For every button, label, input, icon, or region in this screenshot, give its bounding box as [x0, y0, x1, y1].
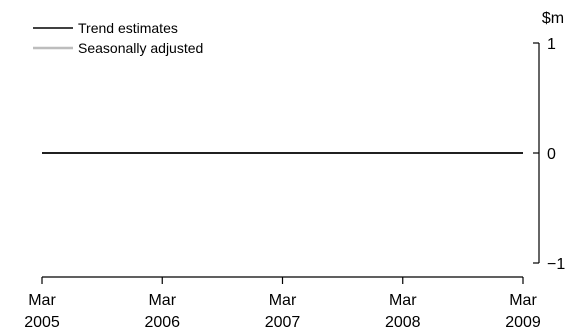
x-tick-label: Mar 2005: [24, 292, 60, 331]
y-tick-label: 1: [547, 36, 556, 53]
x-tick-label: Mar 2008: [385, 292, 421, 331]
x-tick-label: Mar 2009: [505, 292, 541, 331]
y-tick-label: −1: [547, 256, 565, 273]
legend: Trend estimates Seasonally adjusted: [33, 20, 203, 56]
x-tick-label: Mar 2006: [144, 292, 180, 331]
y-tick-label: 0: [547, 146, 556, 163]
y-axis-unit-label: $m: [542, 10, 564, 27]
legend-label-seasonally-adjusted: Seasonally adjusted: [78, 40, 203, 56]
x-tick-label: Mar 2007: [265, 292, 301, 331]
legend-label-trend-estimates: Trend estimates: [78, 20, 178, 36]
axes: Mar 2005 Mar 2006 Mar 2007 Mar 2008 Mar 2009 1 0 −1: [24, 36, 565, 331]
